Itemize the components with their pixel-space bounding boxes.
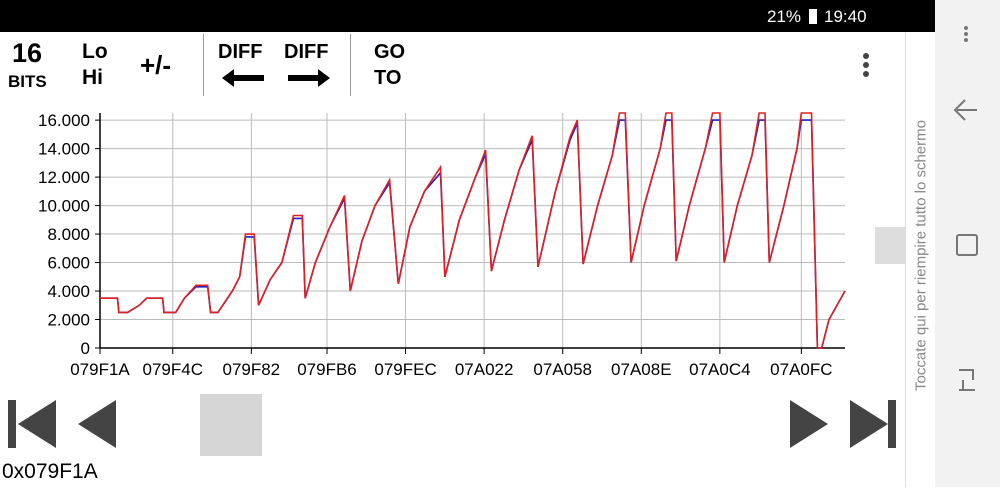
diff-left[interactable]: DIFF (218, 41, 263, 63)
x-tick-label: 07A058 (533, 360, 592, 379)
diff-arrows (222, 69, 330, 87)
y-tick-label: 12.000 (38, 168, 90, 187)
y-tick-label: 8.000 (47, 225, 90, 244)
side-strip: Toccate qui per riempire tutto lo scherm… (905, 32, 936, 487)
system-nav-icons (953, 26, 978, 391)
back-icon[interactable] (953, 99, 977, 121)
last-button[interactable] (888, 400, 896, 448)
y-tick-label: 6.000 (47, 254, 90, 273)
bits-label[interactable]: BITS (8, 72, 47, 91)
address-label: 0x079F1A (2, 460, 98, 483)
x-tick-label: 079FEC (374, 360, 436, 379)
nav-row (0, 385, 905, 457)
y-tick-label: 10.000 (38, 197, 90, 216)
x-tick-label: 07A0FC (770, 360, 832, 379)
battery-icon (809, 9, 817, 24)
x-tick-label: 079F82 (222, 360, 280, 379)
chart: 0 2.000 4.000 6.000 8.000 10.000 12.000 14.000 1… (38, 111, 846, 379)
fullscreen-hint[interactable]: Toccate qui per riempire tutto lo scherm… (912, 120, 930, 391)
toolbar: 16 BITS Lo Hi +/- DIFF DIFF GO TO (0, 32, 905, 97)
y-tick-label: 4.000 (47, 282, 90, 301)
first-button[interactable] (8, 400, 16, 448)
scroll-thumb[interactable] (200, 394, 262, 456)
time: 19:40 (824, 7, 867, 26)
first-button[interactable] (18, 400, 56, 448)
x-tick-label: 079FB6 (297, 360, 357, 379)
next-button[interactable] (790, 400, 828, 448)
separator (350, 34, 351, 96)
lo-button[interactable]: Lo (82, 40, 108, 63)
last-button[interactable] (850, 400, 888, 448)
y-tick-label: 0 (81, 339, 90, 358)
x-tick-label: 07A08E (611, 360, 672, 379)
y-tick-label: 14.000 (38, 140, 90, 159)
y-tick-label: 16.000 (38, 111, 90, 130)
x-tick-label: 079F4C (143, 360, 203, 379)
scroll-indicator (875, 227, 905, 264)
x-tick-label: 079F1A (70, 360, 130, 379)
home-icon[interactable] (956, 234, 978, 256)
y-tick-label: 2.000 (47, 311, 90, 330)
sign-button[interactable]: +/- (140, 50, 172, 80)
bits-number[interactable]: 16 (12, 38, 43, 68)
series-line (100, 112, 846, 349)
menu-icon[interactable] (858, 52, 874, 80)
battery: 21% (767, 7, 802, 26)
recent-icon[interactable] (959, 369, 975, 391)
x-tick-label: 07A022 (455, 360, 514, 379)
separator (203, 34, 204, 96)
nav-buttons (8, 394, 896, 456)
x-tick-label: 07A0C4 (689, 360, 750, 379)
hi-button[interactable]: Hi (82, 66, 103, 89)
diff-right[interactable]: DIFF (284, 41, 329, 63)
go-button[interactable]: GO (374, 41, 406, 63)
status-bar: 21% 19:40 (0, 0, 935, 32)
system-nav (935, 0, 1000, 487)
prev-button[interactable] (78, 400, 116, 448)
to-button[interactable]: TO (374, 67, 402, 89)
